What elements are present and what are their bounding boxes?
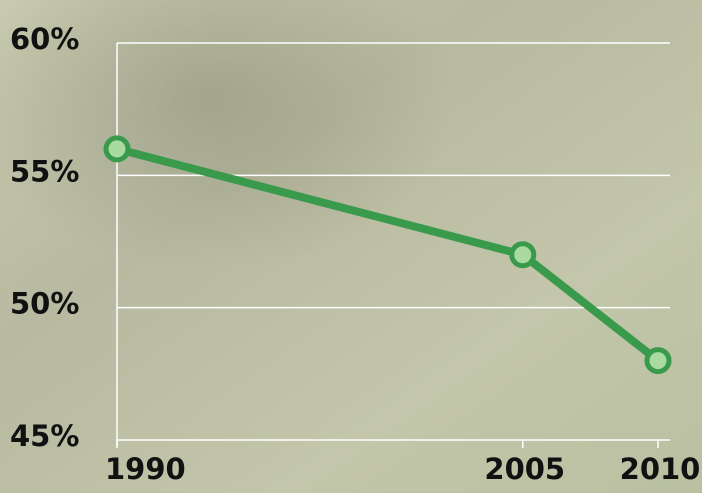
page: 45%50%55%60%199020052010 (() => { const … xyxy=(0,0,702,493)
chart: 45% 50% 55% 60% 1990 2005 2010 xyxy=(0,0,702,493)
y-tick-label: 45% xyxy=(10,419,79,453)
y-tick-label: 55% xyxy=(10,154,79,188)
x-tick-label: 1990 xyxy=(105,452,186,486)
background-shade xyxy=(0,0,702,493)
data-point xyxy=(106,138,128,160)
x-tick-label: 2005 xyxy=(484,452,565,486)
x-tick-label: 2010 xyxy=(620,452,701,486)
data-point xyxy=(647,350,669,372)
data-point xyxy=(512,244,534,266)
y-tick-label: 50% xyxy=(10,287,79,321)
y-tick-label: 60% xyxy=(10,22,79,56)
